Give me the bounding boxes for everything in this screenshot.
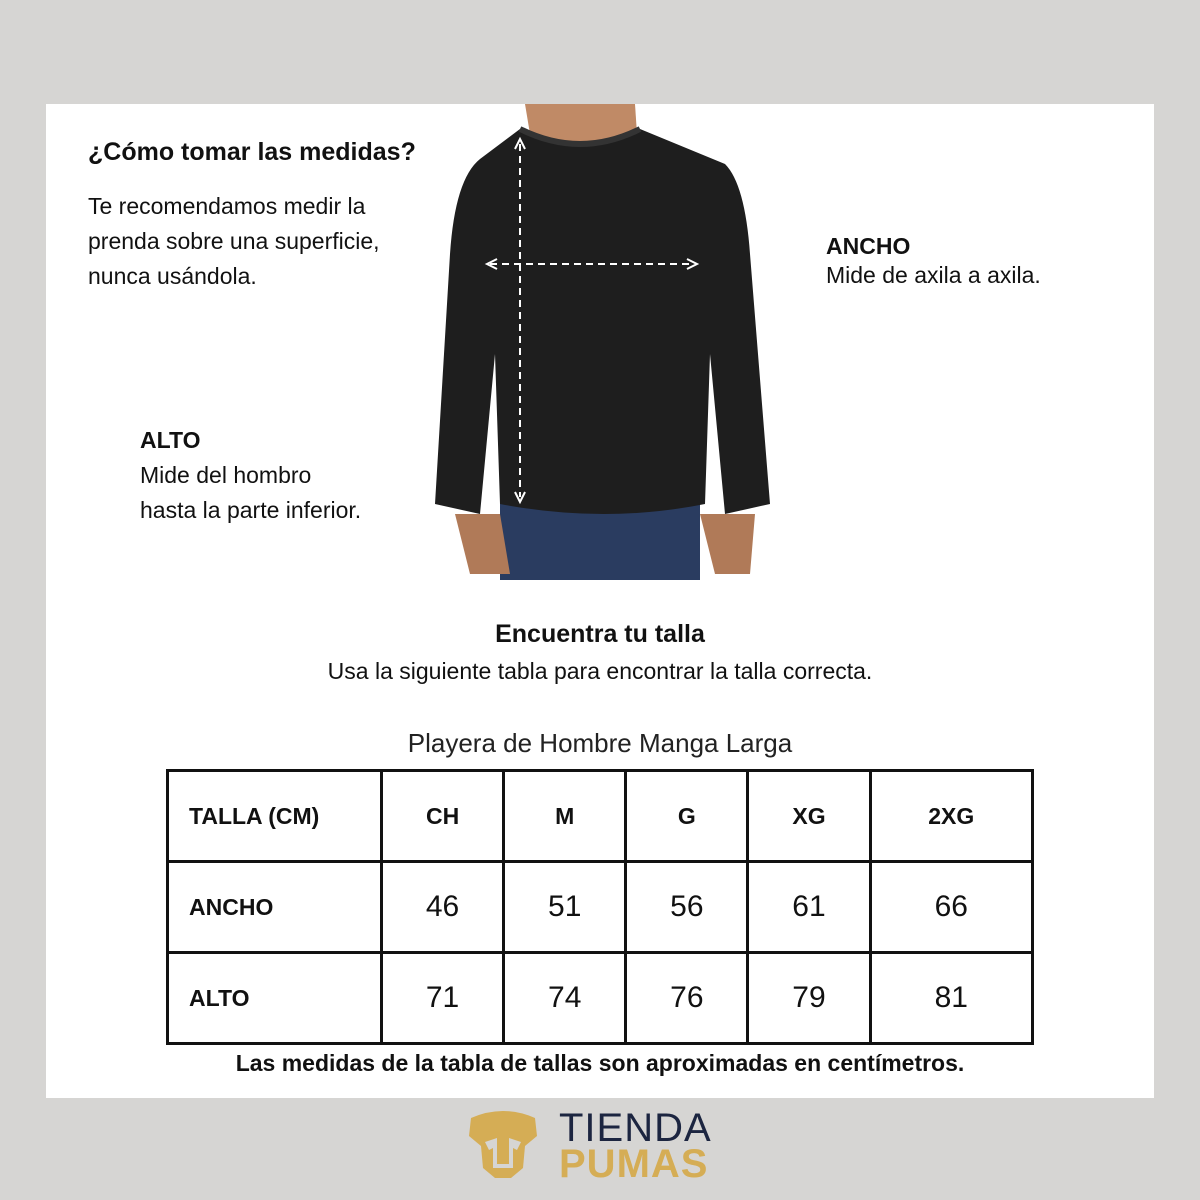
measurement-note: Las medidas de la tabla de tallas son ap… [235, 1050, 965, 1076]
header-cell: XG [746, 769, 872, 863]
text-line: Te recomendamos medir la [88, 193, 366, 219]
table-row: ANCHO 46 51 56 61 66 [166, 860, 1035, 954]
header-cell: 2XG [868, 769, 1035, 863]
table-cell: 71 [379, 951, 506, 1045]
table-cell: 51 [502, 860, 628, 954]
logo-text-pumas: PUMAS [559, 1142, 709, 1186]
header-cell: CH [379, 769, 506, 863]
find-size-subtitle: Usa la siguiente tabla para encontrar la… [327, 658, 873, 684]
table-cell: 46 [379, 860, 506, 954]
size-table: TALLA (CM) CH M G XG 2XG ANCHO 46 51 56 … [166, 769, 1035, 1045]
text-line: Mide del hombro [140, 462, 312, 488]
ancho-info: ANCHO Mide de axila a axila. [826, 229, 1041, 293]
table-caption: Playera de Hombre Manga Larga [407, 728, 793, 758]
text-line: nunca usándola. [88, 263, 257, 289]
find-size-title: Encuentra tu talla [495, 620, 705, 648]
table-header-row: TALLA (CM) CH M G XG 2XG [166, 769, 1035, 863]
text-line: prenda sobre una superficie, [88, 228, 380, 254]
table-cell: 56 [624, 860, 750, 954]
header-cell: TALLA (CM) [166, 769, 383, 863]
table-cell: 76 [624, 951, 750, 1045]
table-cell: 74 [502, 951, 628, 1045]
ancho-desc: Mide de axila a axila. [826, 262, 1041, 288]
header-cell: G [624, 769, 750, 863]
row-label: ALTO [166, 951, 383, 1045]
table-cell: 81 [868, 951, 1035, 1045]
puma-logo-icon [469, 1111, 537, 1178]
shirt-model-image [435, 104, 770, 580]
how-to-measure-title: ¿Cómo tomar las medidas? [88, 138, 416, 166]
table-cell: 79 [746, 951, 872, 1045]
text-line: hasta la parte inferior. [140, 497, 362, 523]
row-label: ANCHO [166, 860, 383, 954]
table-cell: 61 [746, 860, 872, 954]
table-cell: 66 [868, 860, 1035, 954]
table-row: ALTO 71 74 76 79 81 [166, 951, 1035, 1045]
alto-info: ALTO Mide del hombro hasta la parte infe… [140, 423, 361, 528]
how-to-measure-text: Te recomendamos medir la prenda sobre un… [88, 189, 380, 294]
tienda-pumas-logo: TIENDA PUMAS [463, 1108, 763, 1188]
ancho-title: ANCHO [826, 233, 911, 259]
logo-text-tienda: TIENDA [559, 1106, 712, 1150]
header-cell: M [502, 769, 628, 863]
alto-title: ALTO [140, 427, 201, 453]
